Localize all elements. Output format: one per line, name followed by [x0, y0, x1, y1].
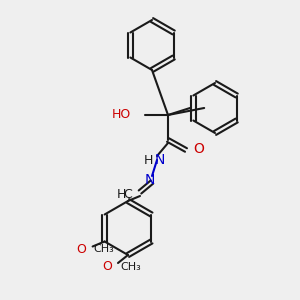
Text: N: N [145, 173, 155, 187]
Text: CH₃: CH₃ [120, 262, 141, 272]
Text: N: N [155, 153, 165, 167]
Text: H: H [144, 154, 153, 166]
Text: H: H [117, 188, 126, 200]
Text: C: C [123, 188, 132, 200]
Text: O: O [77, 243, 87, 256]
Text: O: O [102, 260, 112, 274]
Text: CH₃: CH₃ [94, 244, 114, 254]
Text: O: O [193, 142, 204, 156]
Text: HO: HO [112, 107, 131, 121]
